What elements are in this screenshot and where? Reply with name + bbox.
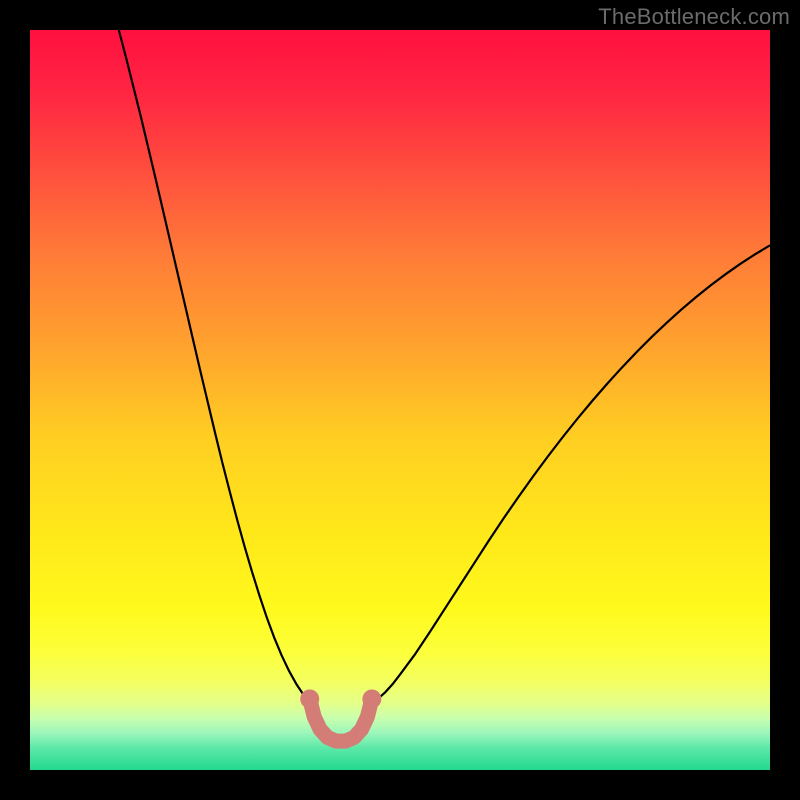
watermark-text: TheBottleneck.com bbox=[598, 4, 790, 30]
bottleneck-chart: TheBottleneck.com bbox=[0, 0, 800, 800]
endpoint-dot bbox=[300, 689, 319, 708]
endpoint-dot bbox=[362, 689, 381, 708]
chart-svg bbox=[0, 0, 800, 800]
chart-background bbox=[30, 30, 770, 770]
